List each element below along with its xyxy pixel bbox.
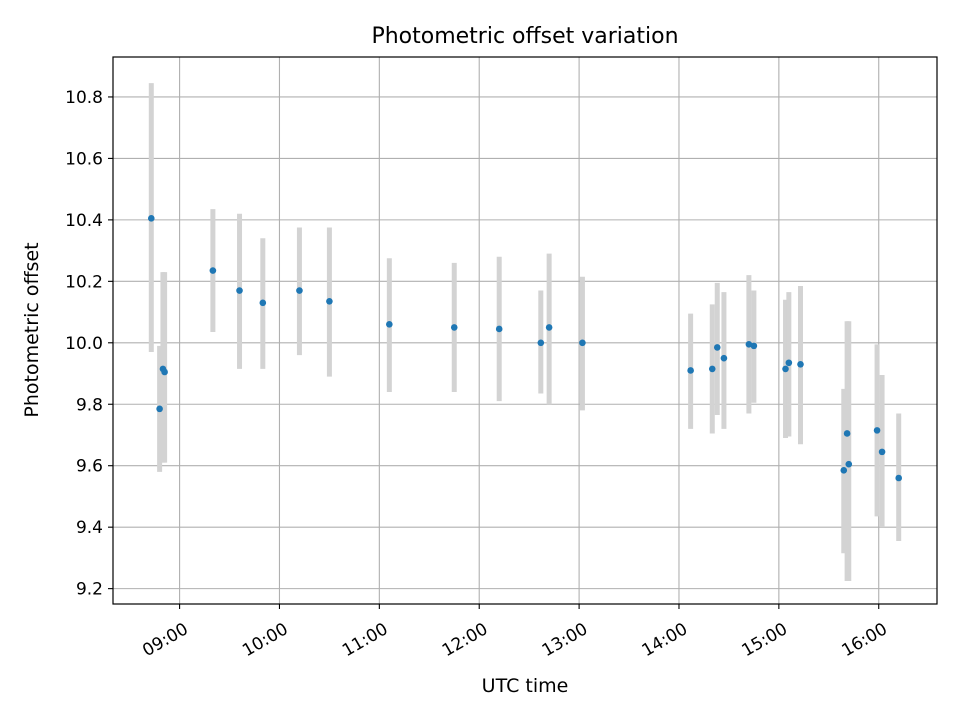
x-axis-label: UTC time xyxy=(482,675,569,697)
data-point xyxy=(895,474,903,482)
data-point xyxy=(845,460,853,468)
data-point xyxy=(843,430,851,437)
data-point xyxy=(545,324,553,331)
data-point xyxy=(386,321,393,328)
y-axis-label: Photometric offset xyxy=(21,242,43,417)
y-tick-label: 9.6 xyxy=(76,457,103,477)
data-point xyxy=(782,365,789,373)
data-point xyxy=(156,405,163,413)
data-point xyxy=(708,365,716,373)
data-point xyxy=(713,344,721,351)
y-tick-label: 10.6 xyxy=(65,149,103,169)
data-point xyxy=(495,325,503,333)
y-tick-label: 9.8 xyxy=(76,395,103,415)
y-tick-label: 10.8 xyxy=(65,88,103,108)
data-point xyxy=(745,341,753,348)
data-point xyxy=(161,368,168,376)
data-point xyxy=(878,448,886,456)
data-point xyxy=(797,361,804,368)
data-point xyxy=(840,467,848,474)
data-point xyxy=(209,267,217,274)
data-point xyxy=(873,427,881,434)
y-tick-label: 10.0 xyxy=(65,334,103,354)
grid xyxy=(113,57,937,604)
data-point xyxy=(579,339,586,347)
y-tick-label: 10.4 xyxy=(65,211,103,231)
data-point xyxy=(537,339,545,347)
data-point xyxy=(259,299,267,307)
y-tick-label: 9.2 xyxy=(76,580,103,600)
data-point xyxy=(236,287,243,294)
y-tick-label: 10.2 xyxy=(65,272,103,292)
data-point xyxy=(750,342,758,350)
data-points xyxy=(147,215,903,482)
plot-frame xyxy=(112,56,938,605)
y-tick-label: 9.4 xyxy=(76,518,103,538)
data-point xyxy=(687,367,694,374)
data-point xyxy=(326,298,333,305)
data-point xyxy=(450,324,458,331)
chart-title: Photometric offset variation xyxy=(371,24,678,49)
data-point xyxy=(296,287,303,294)
data-point xyxy=(785,359,793,367)
data-point xyxy=(720,354,728,362)
data-point xyxy=(147,215,155,222)
